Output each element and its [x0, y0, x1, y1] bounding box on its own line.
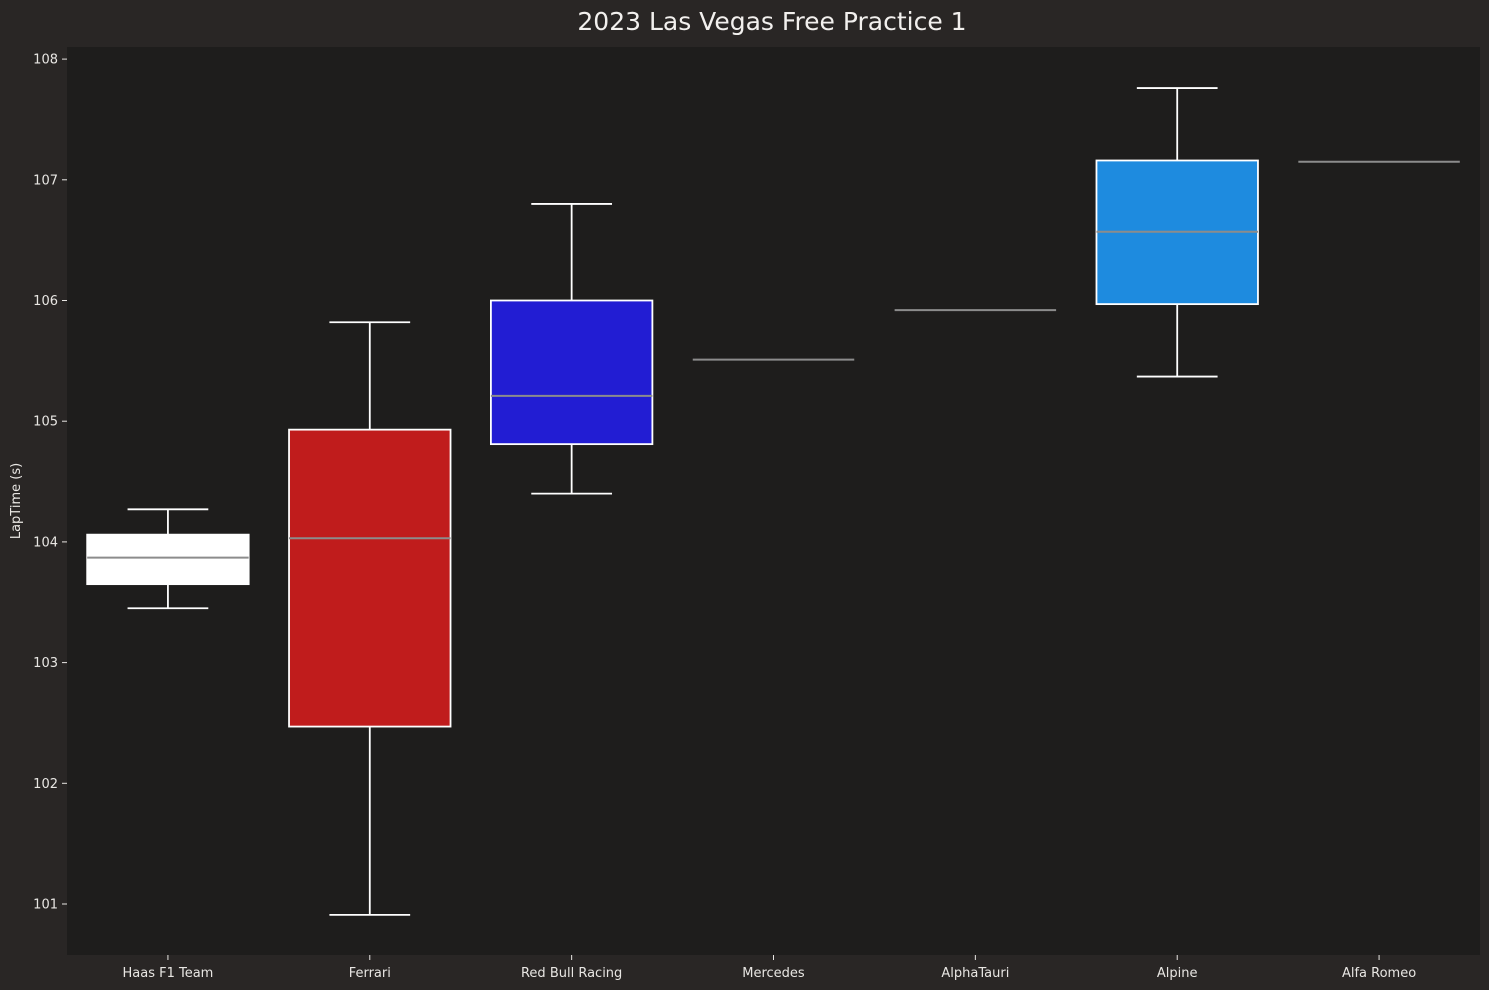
chart-title: 2023 Las Vegas Free Practice 1 — [577, 7, 966, 36]
y-axis-label: LapTime (s) — [9, 463, 24, 539]
y-tick-label: 106 — [33, 294, 58, 309]
box-series — [86, 87, 1460, 916]
x-tick-label: Alpine — [1157, 966, 1198, 981]
x-tick-label: AlphaTauri — [941, 966, 1009, 981]
x-tick-label: Mercedes — [742, 966, 805, 981]
box-body — [489, 299, 654, 446]
box-ferrari — [288, 321, 452, 916]
plot-area — [67, 47, 1480, 955]
x-tick-label: Ferrari — [349, 966, 391, 981]
box-body — [86, 533, 250, 586]
y-tick-label: 103 — [33, 656, 58, 671]
x-tick-label: Haas F1 Team — [122, 966, 213, 981]
y-tick-label: 105 — [33, 415, 58, 430]
x-axis: Haas F1 Team Ferrari Red Bull Racing Merced… — [122, 955, 1416, 981]
x-tick-label: Red Bull Racing — [521, 966, 622, 981]
box-haas-f1-team — [86, 508, 250, 610]
y-tick-label: 102 — [33, 777, 58, 792]
y-tick-label: 108 — [33, 53, 58, 68]
x-tick-label: Alfa Romeo — [1342, 966, 1416, 981]
y-tick-label: 104 — [33, 535, 58, 550]
y-tick-label: 101 — [33, 898, 58, 913]
box-alpine — [1095, 87, 1259, 378]
box-red-bull-racing — [489, 203, 654, 495]
y-axis: 101 102 103 104 105 106 107 108 — [33, 53, 67, 913]
box-body — [288, 428, 452, 728]
y-tick-label: 107 — [33, 173, 58, 188]
